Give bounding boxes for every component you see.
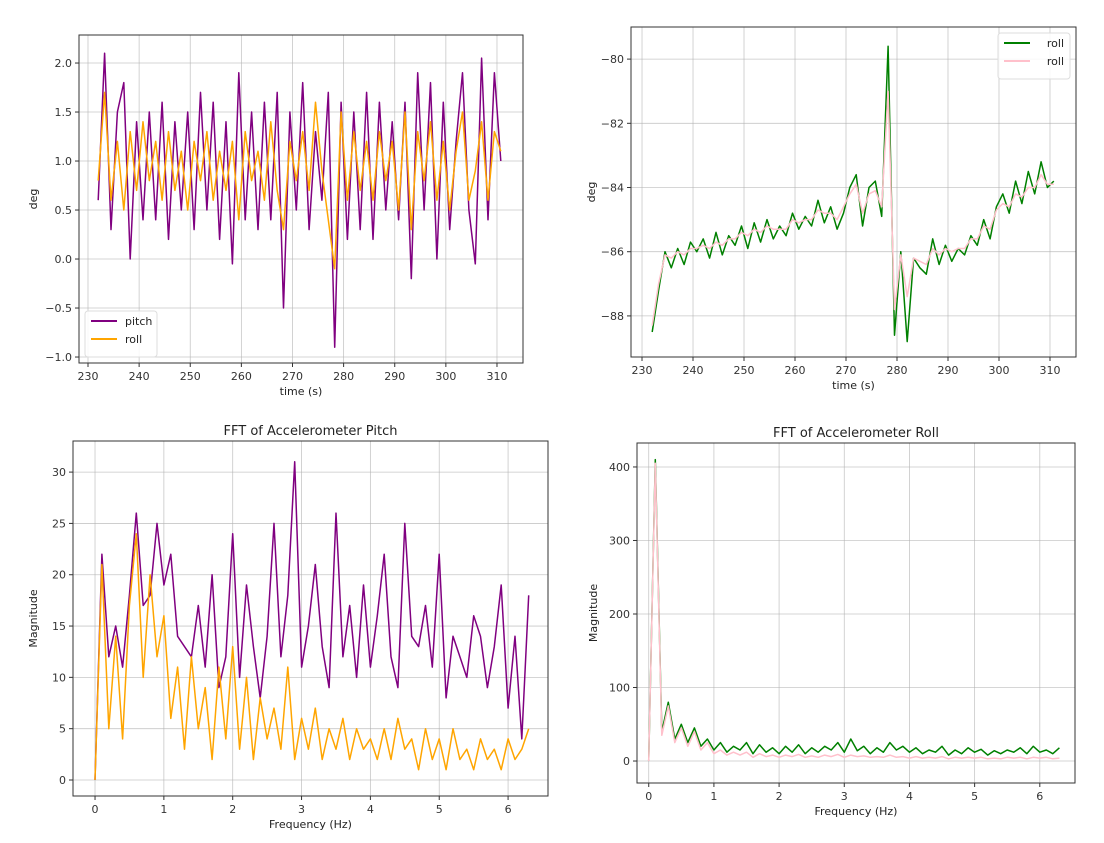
y-tick-label: 2.0 xyxy=(55,57,73,70)
y-axis-label: deg xyxy=(585,182,598,203)
subplot-4: 0 1 2 3 4 5 6 0 100 200 300 400 FFT of Accelerometer… xyxy=(587,426,1076,818)
y-axis-label: Magnitude xyxy=(587,584,600,643)
x-axis-label: time (s) xyxy=(832,379,875,392)
series-line-1 xyxy=(94,461,530,781)
axes-frame xyxy=(630,26,1077,358)
plot-area xyxy=(73,441,548,796)
series-line-2 xyxy=(97,91,502,270)
y-tick-label: 25 xyxy=(52,517,66,530)
y-tick-label: −0.5 xyxy=(45,302,72,315)
legend-box xyxy=(997,32,1071,80)
x-axis-label: Frequency (Hz) xyxy=(269,818,352,831)
series-line-1 xyxy=(647,458,1060,762)
x-tick-label: 6 xyxy=(1036,790,1043,803)
x-tick-label: 290 xyxy=(384,370,405,383)
y-tick-label: 1.0 xyxy=(55,155,73,168)
axes-frame xyxy=(78,34,524,364)
y-tick-label: −88 xyxy=(601,310,624,323)
subplot-1: 230 240 250 260 270 280 290 300 310 −1.0 −0.5 0.0 0.… xyxy=(27,34,524,398)
x-tick-label: 310 xyxy=(1039,364,1060,377)
x-tick-label: 290 xyxy=(937,364,958,377)
x-tick-label: 3 xyxy=(841,790,848,803)
subplot-2: 230 240 250 260 270 280 290 300 310 −88 −86 −84 −82 −… xyxy=(585,26,1077,392)
legend-label: roll xyxy=(1047,37,1064,50)
x-tick-label: 280 xyxy=(887,364,908,377)
x-tick-label: 240 xyxy=(683,364,704,377)
plot-area xyxy=(637,443,1075,783)
y-tick-label: 400 xyxy=(609,461,630,474)
x-tick-label: 250 xyxy=(180,370,201,383)
x-tick-label: 250 xyxy=(734,364,755,377)
legend-label: pitch xyxy=(125,315,152,328)
y-tick-label: 15 xyxy=(52,620,66,633)
x-tick-label: 230 xyxy=(632,364,653,377)
axes-frame xyxy=(72,440,549,797)
y-tick-label: 300 xyxy=(609,534,630,547)
y-tick-label: −86 xyxy=(601,246,624,259)
x-axis-label: Frequency (Hz) xyxy=(815,805,898,818)
y-tick-label: −1.0 xyxy=(45,351,72,364)
series-line-2 xyxy=(647,462,1060,762)
x-axis-label: time (s) xyxy=(280,385,323,398)
x-tick-label: 4 xyxy=(906,790,913,803)
x-tick-label: 1 xyxy=(160,803,167,816)
y-tick-label: 0 xyxy=(59,774,66,787)
x-tick-label: 280 xyxy=(333,370,354,383)
legend-box xyxy=(84,310,158,358)
y-tick-label: 0.5 xyxy=(55,204,73,217)
subplot-3: 0 1 2 3 4 5 6 0 5 10 15 20 25 30 FFT of Accelerometer … xyxy=(27,424,549,831)
x-tick-label: 260 xyxy=(785,364,806,377)
y-axis-label: Magnitude xyxy=(27,589,40,648)
y-tick-label: 0 xyxy=(623,755,630,768)
x-tick-label: 260 xyxy=(231,370,252,383)
y-tick-label: −84 xyxy=(601,182,624,195)
chart-title: FFT of Accelerometer Roll xyxy=(773,426,939,441)
x-tick-label: 230 xyxy=(77,370,98,383)
y-tick-label: 1.5 xyxy=(55,106,73,119)
x-tick-label: 300 xyxy=(435,370,456,383)
x-tick-label: 310 xyxy=(486,370,507,383)
x-tick-label: 240 xyxy=(129,370,150,383)
x-tick-label: 270 xyxy=(282,370,303,383)
y-tick-label: 5 xyxy=(59,723,66,736)
y-tick-label: 20 xyxy=(52,569,66,582)
x-tick-label: 1 xyxy=(710,790,717,803)
y-axis-label: deg xyxy=(27,189,40,210)
x-tick-label: 2 xyxy=(776,790,783,803)
x-tick-label: 2 xyxy=(229,803,236,816)
x-tick-label: 270 xyxy=(836,364,857,377)
y-tick-label: 200 xyxy=(609,608,630,621)
y-tick-label: 10 xyxy=(52,671,66,684)
chart-title: FFT of Accelerometer Pitch xyxy=(224,424,398,439)
legend: pitch roll xyxy=(84,310,158,358)
legend-label: roll xyxy=(1047,55,1064,68)
y-tick-label: 30 xyxy=(52,466,66,479)
plot-area xyxy=(631,27,1076,357)
y-tick-label: 0.0 xyxy=(55,253,73,266)
series-line-2 xyxy=(94,532,530,781)
axes-frame xyxy=(636,442,1076,784)
series-line-2 xyxy=(651,90,1054,326)
x-tick-label: 5 xyxy=(971,790,978,803)
x-tick-label: 4 xyxy=(367,803,374,816)
legend-label: roll xyxy=(125,333,142,346)
x-tick-label: 0 xyxy=(92,803,99,816)
x-tick-label: 3 xyxy=(298,803,305,816)
y-tick-label: 100 xyxy=(609,682,630,695)
x-tick-label: 300 xyxy=(988,364,1009,377)
y-tick-label: −80 xyxy=(601,53,624,66)
x-tick-label: 5 xyxy=(436,803,443,816)
x-tick-label: 6 xyxy=(505,803,512,816)
legend: roll roll xyxy=(997,32,1071,80)
y-tick-label: −82 xyxy=(601,117,624,130)
x-tick-label: 0 xyxy=(645,790,652,803)
